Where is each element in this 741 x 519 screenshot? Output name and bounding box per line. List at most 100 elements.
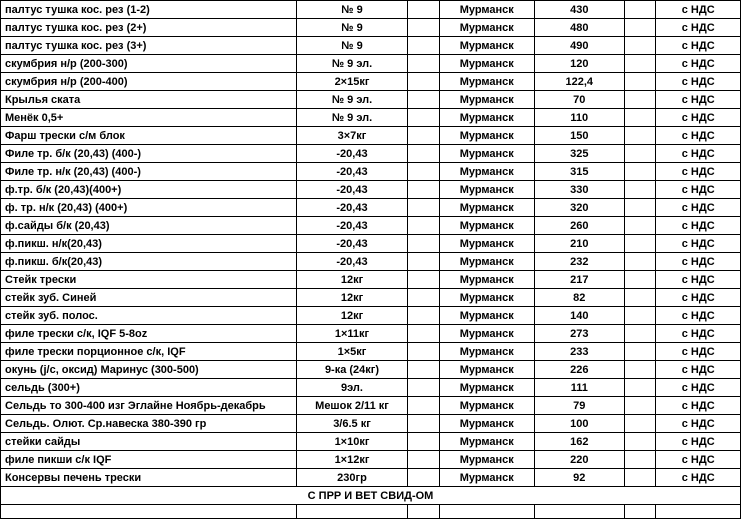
price-cell: 260 [534,217,624,235]
vat-cell: с НДС [656,73,741,91]
city-cell: Мурманск [439,379,534,397]
city-cell: Мурманск [439,217,534,235]
vat-cell: с НДС [656,451,741,469]
empty-cell [624,361,656,379]
empty-cell [408,379,440,397]
table-row: стейки сайды1×10кг Мурманск162 с НДС [1,433,741,451]
empty-cell [624,271,656,289]
vat-cell: с НДС [656,271,741,289]
city-cell: Мурманск [439,433,534,451]
package-cell: -20,43 [297,253,408,271]
product-name: стейки сайды [1,433,297,451]
city-cell: Мурманск [439,127,534,145]
empty-cell [624,505,656,519]
vat-cell: с НДС [656,343,741,361]
table-row: филе пикши с/к IQF1×12кгМурманск220с НДС [1,451,741,469]
empty-cell [297,505,408,519]
vat-cell: с НДС [656,37,741,55]
city-cell: Мурманск [439,181,534,199]
vat-cell: с НДС [656,91,741,109]
empty-cell [624,307,656,325]
empty-cell [624,109,656,127]
city-cell: Мурманск [439,253,534,271]
vat-cell: с НДС [656,19,741,37]
city-cell: Мурманск [439,73,534,91]
table-row: стейк зуб. Синей12кгМурманск82с НДС [1,289,741,307]
table-row: стейк зуб. полос.12кгМурманск140с НДС [1,307,741,325]
city-cell: Мурманск [439,1,534,19]
package-cell: -20,43 [297,235,408,253]
empty-cell [624,73,656,91]
package-cell: -20,43 [297,163,408,181]
product-name: Консервы печень трески [1,469,297,487]
package-cell: 1×11кг [297,325,408,343]
city-cell: Мурманск [439,37,534,55]
vat-cell: с НДС [656,235,741,253]
empty-cell [624,55,656,73]
empty-cell [408,127,440,145]
price-cell: 273 [534,325,624,343]
product-name: филе пикши с/к IQF [1,451,297,469]
empty-cell [408,1,440,19]
empty-cell [408,109,440,127]
city-cell: Мурманск [439,343,534,361]
vat-cell: с НДС [656,145,741,163]
empty-cell [408,433,440,451]
vat-cell: с НДС [656,289,741,307]
package-cell: -20,43 [297,181,408,199]
empty-cell [408,199,440,217]
city-cell: Мурманск [439,271,534,289]
package-cell: № 9 [297,1,408,19]
empty-cell [408,343,440,361]
product-name: ф.пикш. н/к(20,43) [1,235,297,253]
empty-cell [408,235,440,253]
package-cell: -20,43 [297,145,408,163]
product-name: ф.пикш. б/к(20,43) [1,253,297,271]
empty-cell [624,433,656,451]
empty-cell [624,127,656,145]
empty-cell [408,181,440,199]
table-row: Стейк трески12кгМурманск217с НДС [1,271,741,289]
price-cell: 82 [534,289,624,307]
empty-cell [439,505,534,519]
empty-cell [624,325,656,343]
product-name: Сельдь то 300-400 изг Эглайне Ноябрь-дек… [1,397,297,415]
empty-cell [624,19,656,37]
package-cell: 1×5кг [297,343,408,361]
price-cell: 490 [534,37,624,55]
empty-cell [408,505,440,519]
empty-cell [408,361,440,379]
product-name: Сельдь. Олют. Ср.навеска 380-390 гр [1,415,297,433]
package-cell: 1×10кг [297,433,408,451]
vat-cell: с НДС [656,379,741,397]
empty-cell [624,289,656,307]
city-cell: Мурманск [439,91,534,109]
price-cell: 315 [534,163,624,181]
city-cell: Мурманск [439,289,534,307]
product-name: Крылья ската [1,91,297,109]
price-cell: 430 [534,1,624,19]
vat-cell: с НДС [656,415,741,433]
empty-cell [408,253,440,271]
package-cell: 2×15кг [297,73,408,91]
empty-cell [408,307,440,325]
table-row: ф. тр. н/к (20,43) (400+)-20,43Мурманск3… [1,199,741,217]
table-row: Менёк 0,5+№ 9 эл.Мурманск110с НДС [1,109,741,127]
empty-cell [624,181,656,199]
table-row: ф.тр. б/к (20,43)(400+)-20,43Мурманск330… [1,181,741,199]
price-cell: 220 [534,451,624,469]
city-cell: Мурманск [439,307,534,325]
vat-cell: с НДС [656,127,741,145]
empty-cell [408,451,440,469]
vat-cell: с НДС [656,433,741,451]
table-row: филе трески порционное с/к, IQF1×5кгМурм… [1,343,741,361]
vat-cell: с НДС [656,325,741,343]
table-row: Крылья ската№ 9 эл.Мурманск70с НДС [1,91,741,109]
package-cell: 12кг [297,289,408,307]
price-cell: 140 [534,307,624,325]
table-row: ф.пикш. н/к(20,43)-20,43Мурманск210с НДС [1,235,741,253]
empty-cell [624,235,656,253]
price-cell: 162 [534,433,624,451]
price-cell: 480 [534,19,624,37]
vat-cell: с НДС [656,217,741,235]
